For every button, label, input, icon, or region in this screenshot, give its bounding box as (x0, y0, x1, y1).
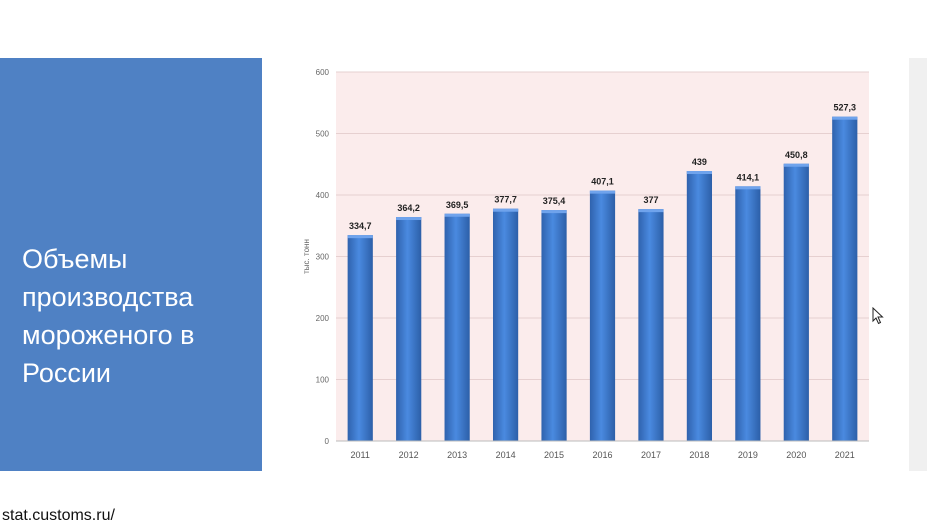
x-tick-label: 2014 (496, 450, 516, 460)
y-tick-label: 500 (316, 130, 330, 139)
bar-cap (589, 190, 616, 194)
title-panel: Объемы производства мороженого в России (0, 58, 262, 471)
y-axis-label: тыс. тонн (302, 239, 311, 274)
data-label: 364,2 (397, 203, 420, 213)
x-tick-label: 2018 (689, 450, 709, 460)
bar-cap (638, 209, 664, 213)
bar (589, 190, 616, 441)
mouse-cursor-icon (872, 307, 884, 325)
bar (396, 217, 422, 441)
bar (832, 116, 858, 441)
bar-cap (492, 208, 519, 212)
bar-cap (396, 217, 422, 221)
data-label: 407,1 (591, 177, 614, 187)
x-tick-label: 2011 (351, 450, 370, 460)
bar (492, 208, 519, 441)
bar-chart: 0 100 200 300 400 500 600 тыс. тонн 334,7 2011 364… (302, 68, 869, 460)
x-tick-label: 2017 (641, 450, 661, 460)
x-tick-label: 2012 (399, 450, 419, 460)
x-tick-label: 2019 (738, 450, 758, 460)
source-text: stat.customs.ru/ (2, 507, 115, 524)
side-strip (909, 58, 927, 471)
bar (541, 210, 567, 441)
x-tick-label: 2020 (786, 450, 806, 460)
slide-title: Объемы производства мороженого в России (22, 244, 195, 388)
x-tick-label: 2016 (592, 450, 612, 460)
data-label: 450,8 (785, 150, 808, 160)
y-tick-label: 600 (316, 68, 330, 77)
data-label: 334,7 (349, 221, 372, 231)
data-label: 377,7 (494, 195, 517, 205)
y-tick-label: 400 (316, 191, 330, 200)
x-tick-label: 2013 (447, 450, 467, 460)
bar-cap (735, 186, 761, 190)
bar-cap (444, 213, 470, 217)
bar-cap (541, 210, 567, 214)
y-tick-label: 0 (325, 437, 330, 446)
bar-cap (347, 235, 373, 239)
data-label: 369,5 (446, 200, 469, 210)
y-tick-label: 300 (316, 253, 330, 262)
bar (783, 163, 809, 441)
chart-container: 0 100 200 300 400 500 600 тыс. тонн 334,7 2011 364… (296, 60, 886, 470)
y-tick-label: 200 (316, 314, 330, 323)
data-label: 375,4 (543, 196, 566, 206)
bar-cap (686, 171, 713, 175)
x-tick-label: 2015 (544, 450, 564, 460)
data-label: 414,1 (737, 172, 760, 182)
bar (444, 213, 470, 441)
y-tick-label: 100 (316, 376, 330, 385)
data-label: 527,3 (834, 103, 857, 113)
data-label: 439 (692, 157, 707, 167)
bar (686, 171, 713, 441)
bar-cap (783, 163, 809, 167)
bar (735, 186, 761, 441)
x-tick-label: 2021 (835, 450, 855, 460)
data-label: 377 (643, 195, 658, 205)
bar (347, 235, 373, 441)
bar (638, 209, 664, 441)
bar-cap (832, 116, 858, 120)
